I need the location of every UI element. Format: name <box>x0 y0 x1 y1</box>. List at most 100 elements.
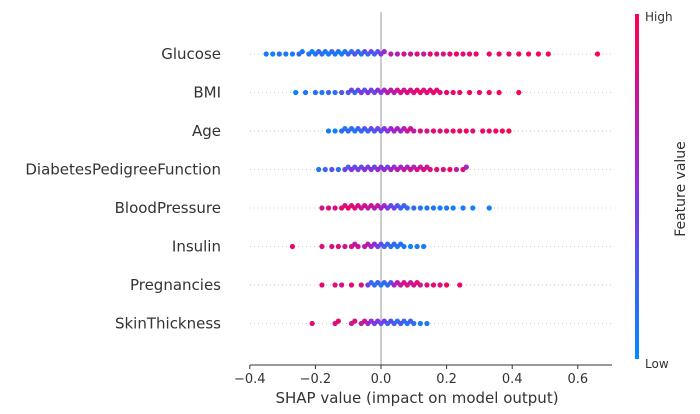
shap-point <box>355 243 361 250</box>
shap-point <box>322 166 328 173</box>
shap-point <box>316 166 322 173</box>
shap-point <box>486 128 492 134</box>
shap-point <box>342 243 348 250</box>
shap-point <box>381 49 387 55</box>
shap-point <box>444 128 450 134</box>
shap-point <box>401 51 407 57</box>
shap-point <box>453 166 460 173</box>
x-tick-label: 0.2 <box>436 372 457 387</box>
shap-point <box>312 89 318 96</box>
shap-point <box>339 282 345 288</box>
colorbar-title: Feature value <box>673 141 689 237</box>
shap-point <box>417 128 423 134</box>
shap-point <box>407 243 414 250</box>
x-tick-label: 0.4 <box>502 372 523 387</box>
shap-point <box>404 205 410 211</box>
shap-point <box>427 51 433 57</box>
shap-point <box>437 205 443 211</box>
shap-point <box>457 89 463 96</box>
shap-point <box>427 166 433 173</box>
shap-point <box>414 243 420 250</box>
data-points <box>263 49 601 327</box>
shap-point <box>401 243 407 250</box>
shap-point <box>594 51 601 57</box>
shap-point <box>493 128 499 134</box>
shap-point <box>466 51 473 57</box>
shap-point <box>430 128 437 134</box>
shap-point <box>450 205 456 211</box>
shap-point <box>450 89 456 96</box>
shap-point <box>430 282 437 288</box>
feature-label: SkinThickness <box>115 315 221 333</box>
shap-point <box>329 166 335 173</box>
shap-point <box>302 89 309 96</box>
shap-point <box>319 205 325 211</box>
shap-point <box>335 243 341 250</box>
shap-point <box>417 282 423 288</box>
shap-point <box>414 51 420 57</box>
shap-point <box>486 89 492 96</box>
shap-point <box>293 89 299 96</box>
colorbar-low-label: Low <box>645 357 669 371</box>
shap-point <box>460 51 466 57</box>
feature-label: Glucose <box>161 45 221 63</box>
shap-point <box>332 205 338 211</box>
shap-point <box>460 205 466 211</box>
shap-point <box>332 282 338 288</box>
shap-point <box>463 128 469 134</box>
shap-point <box>417 205 423 211</box>
shap-point <box>476 89 482 96</box>
shap-point <box>411 205 417 211</box>
shap-point <box>325 205 332 211</box>
shap-point <box>421 51 427 57</box>
shap-point <box>407 51 414 57</box>
feature-label: Insulin <box>172 238 221 256</box>
shap-point <box>473 51 479 57</box>
shap-point <box>319 282 325 288</box>
shap-point <box>394 51 400 57</box>
feature-labels: Glucose BMI Age DiabetesPedigreeFunction Blo… <box>25 45 221 333</box>
shap-point <box>421 243 427 250</box>
shap-point <box>457 282 463 288</box>
shap-point <box>424 205 430 211</box>
shap-point <box>263 51 269 57</box>
shap-point <box>535 51 542 57</box>
shap-point <box>319 89 325 96</box>
shap-point <box>470 128 476 134</box>
shap-point <box>480 128 486 134</box>
shap-point <box>299 49 305 55</box>
shap-point <box>388 51 394 57</box>
shap-point <box>417 320 423 327</box>
shap-point <box>434 51 440 57</box>
shap-point <box>440 51 446 57</box>
feature-label: BloodPressure <box>115 199 221 217</box>
shap-point <box>411 320 417 327</box>
shap-point <box>276 51 282 57</box>
shap-point <box>289 51 296 57</box>
shap-point <box>440 166 446 173</box>
shap-point <box>450 128 456 134</box>
shap-point <box>496 51 502 57</box>
shap-point <box>496 89 502 96</box>
shap-point <box>424 128 430 134</box>
shap-point <box>444 89 450 96</box>
shap-point <box>348 282 355 288</box>
feature-label: Pregnancies <box>130 276 221 294</box>
shap-point <box>352 318 358 324</box>
shap-point <box>289 243 296 250</box>
shap-point <box>506 51 512 57</box>
shap-point <box>332 128 338 134</box>
shap-point <box>463 164 469 170</box>
shap-point <box>466 89 473 96</box>
x-axis-label: SHAP value (impact on model output) <box>275 389 558 407</box>
colorbar: High Low Feature value <box>635 10 689 371</box>
shap-point <box>526 51 532 57</box>
shap-point <box>325 89 332 96</box>
feature-label: DiabetesPedigreeFunction <box>25 161 221 179</box>
shap-point <box>506 128 512 134</box>
shap-point <box>516 89 522 96</box>
shap-point <box>335 166 341 173</box>
shap-point <box>319 243 325 250</box>
shap-point <box>447 51 453 57</box>
